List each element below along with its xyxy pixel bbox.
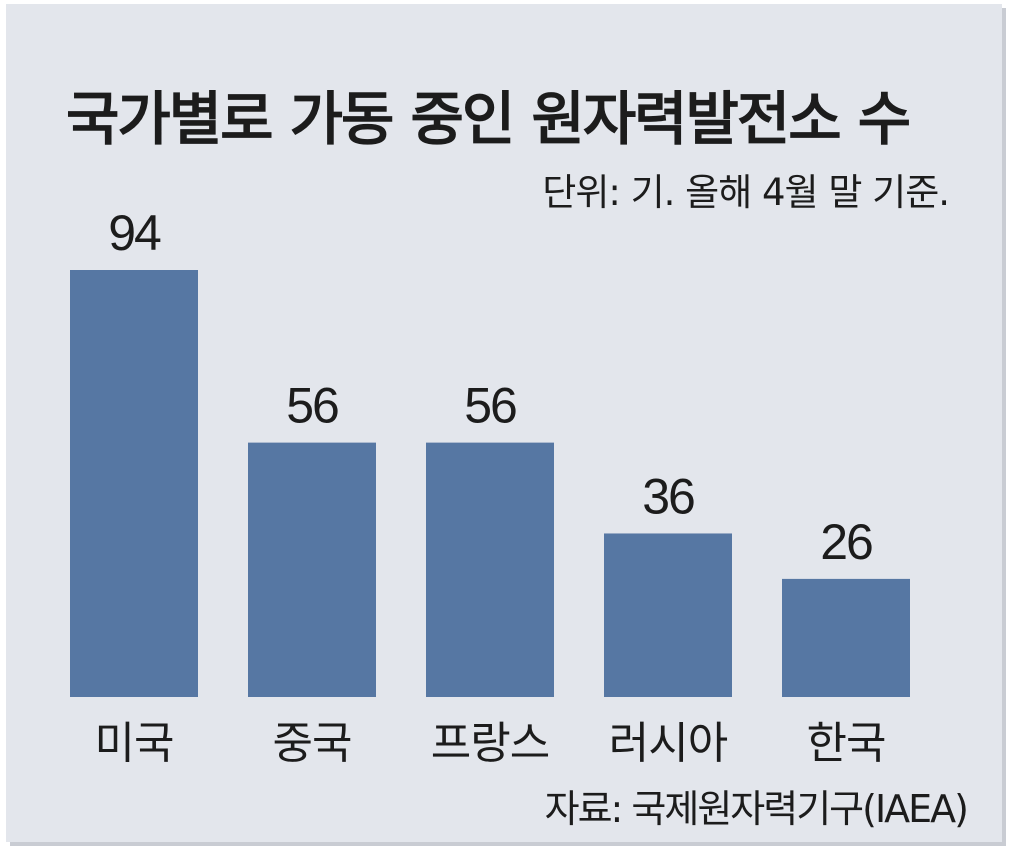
category-label: 미국 xyxy=(95,718,174,769)
chart-title: 국가별로 가동 중인 원자력발전소 수 xyxy=(66,85,911,153)
bar-3 xyxy=(426,442,554,697)
category-label: 러시아 xyxy=(609,718,728,769)
bar-value-label: 56 xyxy=(464,378,516,434)
category-label: 프랑스 xyxy=(431,718,549,769)
bar-value-label: 94 xyxy=(108,205,161,261)
bar-value-label: 56 xyxy=(286,378,338,434)
bar-value-label: 26 xyxy=(820,514,872,570)
bar-5 xyxy=(782,578,910,697)
category-label: 중국 xyxy=(273,718,352,769)
category-label: 한국 xyxy=(807,718,886,769)
chart-source: 자료: 국제원자력기구(IAEA) xyxy=(544,787,969,831)
bar-4 xyxy=(604,533,732,697)
bar-2 xyxy=(248,442,376,697)
chart-unit-note: 단위: 기. 올해 4월 말 기준. xyxy=(542,171,950,214)
bar-value-label: 36 xyxy=(642,468,694,524)
bar-1 xyxy=(70,270,198,697)
